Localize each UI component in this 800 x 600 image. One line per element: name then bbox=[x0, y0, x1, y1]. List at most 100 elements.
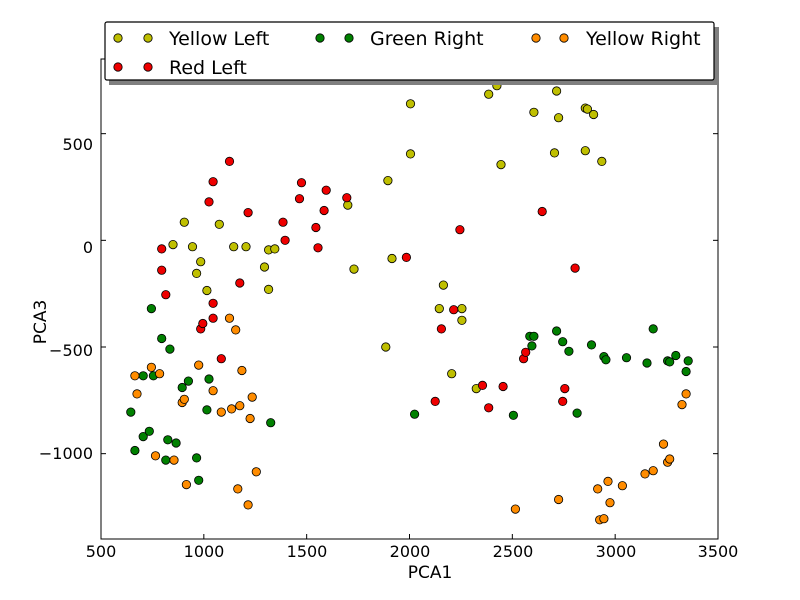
data-point-yellow-left bbox=[187, 242, 198, 252]
data-point-red-left bbox=[161, 290, 171, 300]
data-point-green-right bbox=[529, 331, 539, 341]
data-point-yellow-left bbox=[387, 253, 397, 264]
data-point-green-right bbox=[508, 410, 519, 420]
data-point-green-right bbox=[183, 376, 193, 386]
data-point-green-right bbox=[163, 435, 173, 445]
data-point-green-right bbox=[683, 356, 693, 366]
data-point-yellow-right bbox=[243, 500, 253, 510]
legend-label-green-right: Green Right bbox=[370, 28, 484, 50]
data-point-yellow-right bbox=[593, 484, 603, 494]
data-point-green-right bbox=[144, 426, 154, 436]
data-point-red-left bbox=[157, 265, 167, 275]
data-point-yellow-left bbox=[447, 369, 457, 379]
data-point-yellow-left bbox=[270, 244, 280, 254]
data-point-red-left bbox=[198, 318, 208, 329]
data-point-yellow-left bbox=[192, 268, 202, 278]
data-point-green-right bbox=[642, 358, 652, 368]
x-tick-label: 2000 bbox=[390, 542, 431, 561]
legend: Yellow Left Green Right Yellow Right Red… bbox=[104, 21, 719, 85]
series-yellow-left bbox=[168, 81, 607, 394]
y-tick-label: −500 bbox=[49, 341, 93, 360]
data-point-yellow-right bbox=[245, 413, 255, 424]
data-point-red-left bbox=[208, 177, 218, 187]
data-point-yellow-left bbox=[434, 303, 444, 314]
legend-marker-green-right bbox=[344, 33, 354, 43]
data-point-green-right bbox=[671, 350, 681, 361]
data-point-green-right bbox=[601, 355, 611, 365]
legend-label-yellow-right: Yellow Right bbox=[585, 28, 701, 50]
x-tick-label: 1500 bbox=[287, 542, 328, 561]
data-point-yellow-right bbox=[216, 407, 226, 417]
data-point-yellow-right bbox=[181, 479, 191, 490]
data-point-red-left bbox=[280, 235, 290, 245]
data-point-green-right bbox=[126, 407, 136, 417]
data-point-green-right bbox=[409, 409, 420, 419]
data-point-yellow-right bbox=[640, 469, 650, 479]
data-point-yellow-left bbox=[405, 99, 416, 109]
data-point-green-right bbox=[138, 431, 148, 442]
data-point-yellow-right bbox=[599, 514, 609, 524]
data-point-yellow-left bbox=[179, 217, 189, 227]
legend-marker-yellow-right bbox=[559, 33, 569, 43]
legend-marker-red-left bbox=[143, 62, 153, 72]
x-tick-label: 3000 bbox=[596, 542, 637, 561]
data-point-green-right bbox=[202, 405, 212, 415]
data-point-red-left bbox=[430, 396, 440, 406]
data-point-red-left bbox=[558, 396, 568, 406]
data-point-red-left bbox=[319, 205, 329, 216]
data-point-green-right bbox=[551, 326, 562, 336]
data-point-yellow-right bbox=[677, 399, 687, 410]
data-point-yellow-right bbox=[233, 484, 243, 494]
legend-marker-yellow-left bbox=[113, 33, 123, 43]
data-point-yellow-left bbox=[496, 160, 506, 170]
x-tick-labels: 500 1000 1500 2000 2500 3000 3500 bbox=[86, 542, 739, 561]
data-point-yellow-right bbox=[237, 365, 247, 376]
data-point-red-left bbox=[208, 313, 218, 323]
data-point-yellow-right bbox=[179, 394, 189, 404]
data-point-yellow-right bbox=[150, 451, 161, 461]
y-tick-label: −1000 bbox=[39, 444, 93, 463]
data-point-yellow-right bbox=[251, 467, 261, 477]
data-point-yellow-left bbox=[202, 285, 212, 296]
data-point-green-right bbox=[165, 344, 175, 354]
legend-marker-green-right bbox=[315, 33, 325, 43]
data-point-yellow-right bbox=[681, 389, 691, 399]
data-point-yellow-left bbox=[168, 240, 178, 250]
data-point-green-right bbox=[527, 341, 537, 351]
data-point-red-left bbox=[216, 354, 226, 364]
data-point-yellow-left bbox=[582, 104, 593, 114]
data-point-yellow-left bbox=[580, 146, 590, 156]
data-point-red-left bbox=[224, 156, 235, 166]
data-point-yellow-left bbox=[214, 219, 224, 229]
data-point-yellow-right bbox=[553, 494, 564, 505]
data-point-yellow-left bbox=[381, 342, 391, 352]
data-point-red-left bbox=[498, 381, 508, 392]
data-point-green-right bbox=[177, 382, 187, 393]
data-point-yellow-right bbox=[194, 360, 204, 370]
legend-marker-yellow-left bbox=[143, 33, 153, 43]
data-point-red-left bbox=[560, 383, 570, 394]
data-point-red-left bbox=[157, 244, 167, 254]
data-point-yellow-right bbox=[231, 325, 241, 335]
x-tick-label: 500 bbox=[86, 542, 117, 561]
data-point-green-right bbox=[192, 453, 202, 463]
data-point-green-right bbox=[681, 366, 691, 377]
data-point-yellow-right bbox=[208, 386, 218, 396]
data-point-yellow-right bbox=[658, 439, 669, 449]
data-point-yellow-left bbox=[457, 303, 467, 314]
data-point-yellow-left bbox=[484, 89, 494, 99]
data-point-red-left bbox=[436, 324, 446, 334]
data-point-yellow-left bbox=[457, 315, 467, 325]
data-point-red-left bbox=[342, 193, 352, 203]
data-point-yellow-left bbox=[529, 107, 539, 117]
data-point-yellow-left bbox=[553, 113, 564, 123]
data-points bbox=[126, 81, 693, 525]
data-point-yellow-right bbox=[227, 404, 237, 414]
data-point-yellow-right bbox=[247, 392, 257, 402]
x-tick-label: 2500 bbox=[493, 542, 534, 561]
data-point-red-left bbox=[208, 298, 218, 308]
series-red-left bbox=[157, 156, 580, 413]
data-point-green-right bbox=[171, 438, 181, 448]
data-point-red-left bbox=[570, 263, 580, 273]
